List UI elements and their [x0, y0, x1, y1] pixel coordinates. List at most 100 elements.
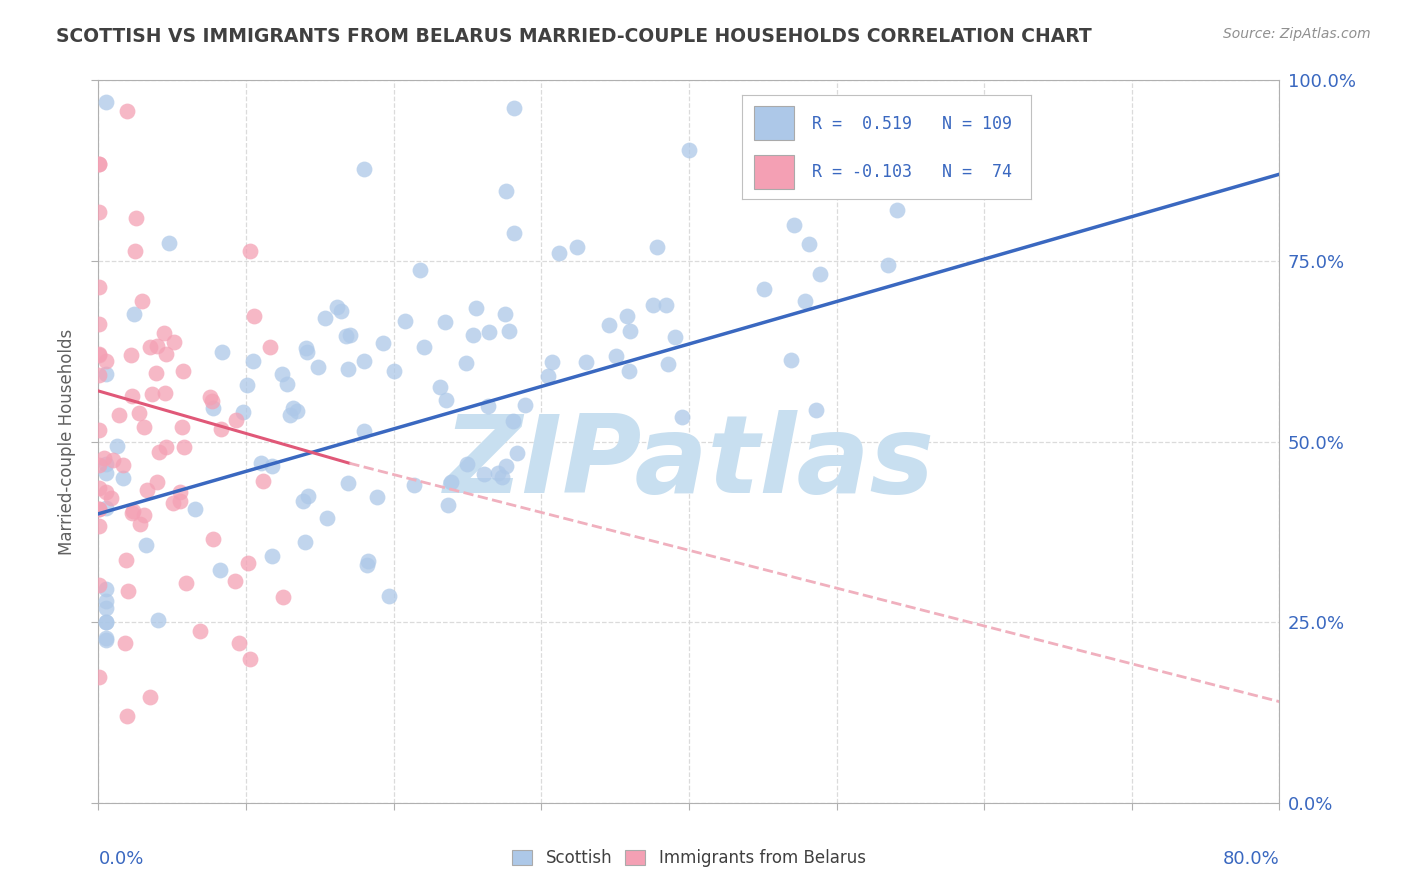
Point [877, 258, 900, 272]
Point [315, 510, 337, 524]
Point [89, 205, 111, 219]
Point [232, 405, 254, 419]
Text: 80.0%: 80.0% [1223, 850, 1279, 868]
Point [94, 615, 117, 629]
Point [645, 240, 668, 254]
Point [131, 293, 153, 308]
Point [461, 327, 484, 342]
Point [565, 240, 588, 254]
Point [184, 501, 207, 516]
Point [172, 364, 194, 378]
Point [783, 218, 806, 232]
Point [353, 161, 375, 176]
Legend: Scottish, Immigrants from Belarus: Scottish, Immigrants from Belarus [506, 843, 872, 874]
Point [89, 280, 111, 294]
Point [294, 534, 316, 549]
Point [278, 408, 301, 422]
Point [117, 584, 139, 599]
Point [93, 450, 115, 465]
Point [134, 420, 156, 434]
Point [780, 353, 803, 368]
Point [641, 298, 664, 312]
Point [94, 95, 117, 110]
Point [202, 533, 225, 547]
Point [271, 367, 294, 381]
Point [464, 301, 486, 316]
Point [250, 456, 273, 470]
Point [89, 578, 111, 592]
Point [262, 549, 284, 563]
Point [135, 538, 157, 552]
Point [336, 476, 359, 491]
Point [89, 368, 111, 382]
Point [94, 601, 117, 615]
Point [139, 340, 162, 354]
Point [94, 466, 117, 480]
Point [537, 368, 560, 383]
Point [163, 334, 186, 349]
Point [295, 341, 318, 355]
Point [101, 453, 124, 467]
Point [89, 423, 111, 437]
Point [89, 669, 111, 683]
Point [89, 481, 111, 495]
Point [94, 368, 117, 382]
Point [242, 354, 264, 368]
Point [541, 354, 564, 368]
Point [89, 346, 111, 360]
Point [456, 457, 478, 471]
Point [655, 298, 678, 312]
Point [491, 470, 513, 484]
Point [236, 377, 259, 392]
Point [314, 310, 336, 325]
Text: SCOTTISH VS IMMIGRANTS FROM BELARUS MARRIED-COUPLE HOUSEHOLDS CORRELATION CHART: SCOTTISH VS IMMIGRANTS FROM BELARUS MARR… [56, 27, 1092, 45]
Point [366, 490, 388, 504]
Point [619, 364, 641, 378]
Point [598, 318, 620, 332]
Point [174, 576, 197, 591]
Point [155, 347, 177, 361]
Text: 0.0%: 0.0% [98, 850, 143, 868]
Point [115, 103, 138, 118]
Point [153, 386, 176, 401]
Point [157, 235, 180, 250]
Point [148, 445, 170, 459]
Point [494, 307, 516, 321]
Point [89, 156, 111, 170]
Point [136, 483, 159, 497]
Point [259, 340, 281, 354]
Point [456, 356, 478, 370]
Point [146, 614, 169, 628]
Point [125, 211, 148, 225]
Point [209, 422, 232, 436]
Point [117, 709, 139, 723]
Point [89, 348, 111, 362]
Point [89, 458, 111, 472]
Point [503, 226, 526, 240]
Point [413, 340, 436, 354]
Point [575, 355, 598, 369]
Point [139, 690, 162, 705]
Point [657, 357, 679, 371]
Point [155, 441, 177, 455]
Point [170, 420, 193, 434]
Point [146, 339, 169, 353]
Point [114, 636, 136, 650]
Point [440, 475, 463, 490]
Point [330, 303, 353, 318]
Point [236, 556, 259, 570]
Point [335, 328, 357, 343]
Point [129, 516, 152, 531]
Point [89, 501, 111, 516]
Point [486, 466, 509, 480]
Point [262, 458, 284, 473]
Text: Source: ZipAtlas.com: Source: ZipAtlas.com [1223, 27, 1371, 41]
Point [89, 502, 111, 516]
Point [548, 245, 571, 260]
Point [353, 354, 375, 368]
Point [478, 325, 501, 339]
Point [377, 589, 399, 603]
Point [173, 440, 195, 454]
Point [434, 392, 457, 407]
Point [225, 413, 247, 427]
